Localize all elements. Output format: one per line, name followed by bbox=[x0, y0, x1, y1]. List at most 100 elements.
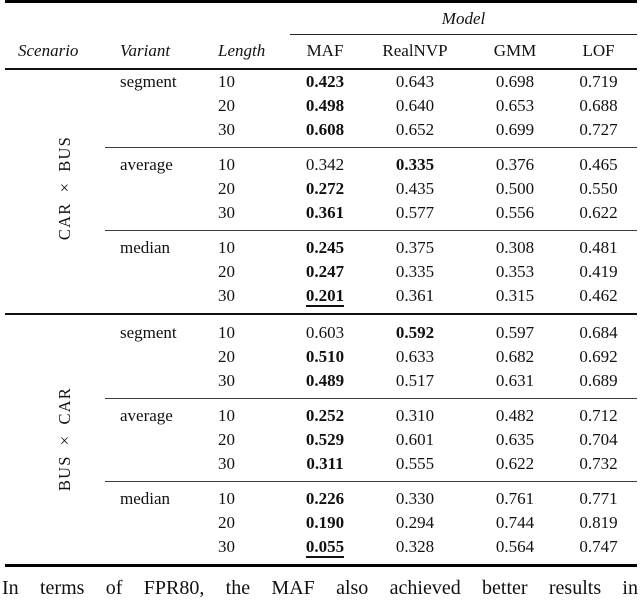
metric-value: 0.603 bbox=[305, 323, 345, 342]
value-cell: 0.550 bbox=[560, 177, 637, 201]
metric-value: 0.601 bbox=[395, 430, 435, 449]
metric-value: 0.190 bbox=[305, 513, 345, 532]
table-row: 30 0.489 0.517 0.631 0.689 bbox=[5, 369, 637, 399]
metric-value: 0.556 bbox=[495, 203, 535, 222]
value-cell: 0.622 bbox=[560, 201, 637, 231]
variant-label: segment bbox=[105, 313, 210, 399]
value-cell: 0.226 bbox=[290, 481, 360, 511]
value-cell: 0.771 bbox=[560, 481, 637, 511]
metric-value: 0.608 bbox=[305, 120, 345, 139]
metric-value: 0.517 bbox=[395, 371, 435, 390]
value-cell: 0.601 bbox=[360, 428, 470, 452]
value-cell: 0.556 bbox=[470, 201, 560, 231]
metric-value: 0.376 bbox=[495, 155, 535, 174]
value-cell: 0.353 bbox=[470, 260, 560, 284]
col-header-scenario: Scenario bbox=[5, 34, 105, 70]
value-cell: 0.597 bbox=[470, 313, 560, 345]
value-cell: 0.376 bbox=[470, 147, 560, 177]
metric-value: 0.597 bbox=[495, 323, 535, 342]
metric-value: 0.245 bbox=[305, 238, 345, 257]
metric-value: 0.761 bbox=[495, 489, 535, 508]
metric-value: 0.489 bbox=[305, 371, 345, 390]
variant-label: average bbox=[105, 398, 210, 482]
table-row: 30 0.201 0.361 0.315 0.462 bbox=[5, 284, 637, 314]
table-row: 30 0.608 0.652 0.699 0.727 bbox=[5, 118, 637, 148]
value-cell: 0.592 bbox=[360, 313, 470, 345]
metric-value: 0.294 bbox=[395, 513, 435, 532]
scenario-label: BUS × CAR bbox=[5, 313, 105, 566]
value-cell: 0.247 bbox=[290, 260, 360, 284]
metric-value: 0.375 bbox=[395, 238, 435, 257]
value-cell: 0.699 bbox=[470, 118, 560, 148]
length-cell: 30 bbox=[218, 286, 235, 305]
value-cell: 0.727 bbox=[560, 118, 637, 148]
metric-value: 0.529 bbox=[305, 430, 345, 449]
length-cell: 20 bbox=[218, 262, 235, 281]
value-cell: 0.692 bbox=[560, 345, 637, 369]
metric-value: 0.682 bbox=[495, 347, 535, 366]
metric-value: 0.704 bbox=[579, 430, 618, 449]
metric-value: 0.423 bbox=[305, 72, 345, 91]
metric-value: 0.819 bbox=[579, 513, 618, 532]
value-cell: 0.190 bbox=[290, 511, 360, 535]
table-row: 20 0.510 0.633 0.682 0.692 bbox=[5, 345, 637, 369]
metric-value: 0.335 bbox=[395, 155, 435, 174]
length-cell: 20 bbox=[218, 513, 235, 532]
metric-value: 0.308 bbox=[495, 238, 535, 257]
length-cell: 10 bbox=[210, 481, 290, 511]
metric-value: 0.719 bbox=[579, 72, 618, 91]
length-cell: 20 bbox=[218, 179, 235, 198]
metric-value: 0.247 bbox=[305, 262, 345, 281]
table-row: 30 0.361 0.577 0.556 0.622 bbox=[5, 201, 637, 231]
scenario-vertical-text: CAR × BUS bbox=[55, 136, 74, 241]
length-cell: 10 bbox=[218, 72, 235, 91]
value-cell: 0.564 bbox=[470, 535, 560, 566]
value-cell: 0.342 bbox=[290, 147, 360, 177]
metric-value: 0.564 bbox=[495, 537, 535, 556]
metric-value: 0.744 bbox=[495, 513, 535, 532]
value-cell: 0.747 bbox=[560, 535, 637, 566]
value-cell: 0.482 bbox=[470, 398, 560, 428]
value-cell: 0.640 bbox=[360, 94, 470, 118]
metric-value: 0.500 bbox=[495, 179, 535, 198]
metric-value: 0.635 bbox=[495, 430, 535, 449]
value-cell: 0.375 bbox=[360, 230, 470, 260]
value-cell: 0.308 bbox=[470, 230, 560, 260]
length-cell: 30 bbox=[218, 454, 235, 473]
value-cell: 0.201 bbox=[290, 284, 360, 314]
value-cell: 0.698 bbox=[470, 69, 560, 94]
table-row: 30 0.055 0.328 0.564 0.747 bbox=[5, 535, 637, 566]
metric-value: 0.482 bbox=[495, 406, 535, 425]
value-cell: 0.465 bbox=[560, 147, 637, 177]
metric-value: 0.498 bbox=[305, 96, 345, 115]
metric-value: 0.481 bbox=[579, 238, 618, 257]
metric-value: 0.272 bbox=[305, 179, 345, 198]
metric-value: 0.692 bbox=[579, 347, 618, 366]
metric-value: 0.055 bbox=[305, 537, 345, 558]
value-cell: 0.311 bbox=[290, 452, 360, 482]
metric-value: 0.330 bbox=[395, 489, 435, 508]
metric-value: 0.361 bbox=[395, 286, 435, 305]
metric-value: 0.555 bbox=[395, 454, 435, 473]
length-cell: 20 bbox=[218, 347, 235, 366]
table-row: 20 0.247 0.335 0.353 0.419 bbox=[5, 260, 637, 284]
length-cell: 30 bbox=[218, 120, 235, 139]
value-cell: 0.462 bbox=[560, 284, 637, 314]
metric-value: 0.252 bbox=[305, 406, 345, 425]
col-header-lof: LOF bbox=[560, 34, 637, 70]
value-cell: 0.653 bbox=[470, 94, 560, 118]
value-cell: 0.643 bbox=[360, 69, 470, 94]
col-header-maf: MAF bbox=[290, 34, 360, 70]
metric-value: 0.747 bbox=[579, 537, 618, 556]
metric-value: 0.510 bbox=[305, 347, 345, 366]
results-table: Model Scenario Variant Length MAF RealNV… bbox=[5, 0, 637, 567]
metric-value: 0.688 bbox=[579, 96, 618, 115]
table-row: BUS × CAR segment 10 0.603 0.592 0.597 0.684 bbox=[5, 313, 637, 566]
length-cell: 10 bbox=[210, 230, 290, 260]
metric-value: 0.353 bbox=[495, 262, 535, 281]
value-cell: 0.055 bbox=[290, 535, 360, 566]
value-cell: 0.245 bbox=[290, 230, 360, 260]
variant-label: median bbox=[105, 481, 210, 566]
value-cell: 0.510 bbox=[290, 345, 360, 369]
